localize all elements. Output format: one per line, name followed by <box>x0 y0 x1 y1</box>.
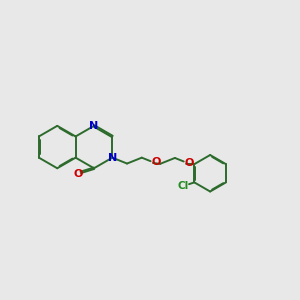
Text: Cl: Cl <box>178 181 189 191</box>
Text: O: O <box>184 158 194 168</box>
Text: N: N <box>108 153 117 163</box>
Text: O: O <box>151 158 160 167</box>
Text: N: N <box>89 121 99 131</box>
Text: O: O <box>74 169 83 179</box>
